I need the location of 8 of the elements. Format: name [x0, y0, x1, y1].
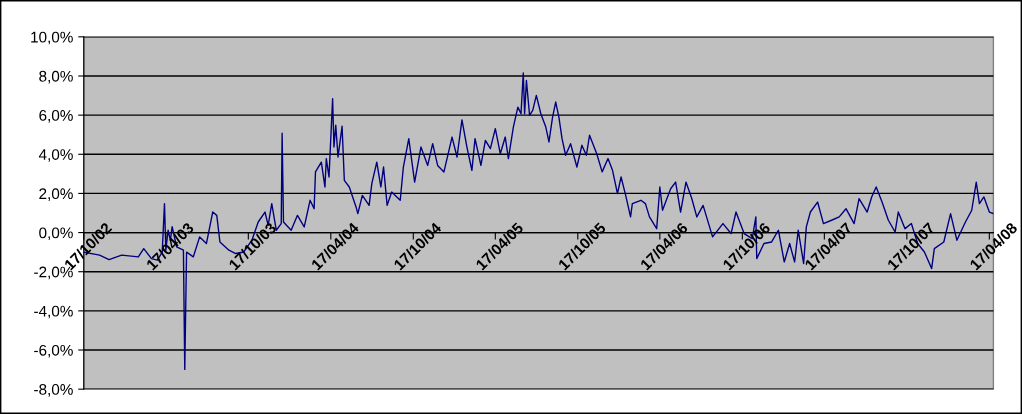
y-tick-label: 2,0% [39, 188, 73, 201]
y-tick-label: 4,0% [38, 149, 73, 162]
y-tick-label: -6,0% [34, 344, 73, 358]
y-tick-label: 6,0% [39, 110, 73, 123]
y-tick-label: 8,0% [39, 70, 73, 84]
y-tick-label: -4,0% [34, 305, 73, 319]
y-tick-label: 10,0% [31, 31, 73, 45]
y-tick-label: -8,0% [34, 384, 73, 397]
